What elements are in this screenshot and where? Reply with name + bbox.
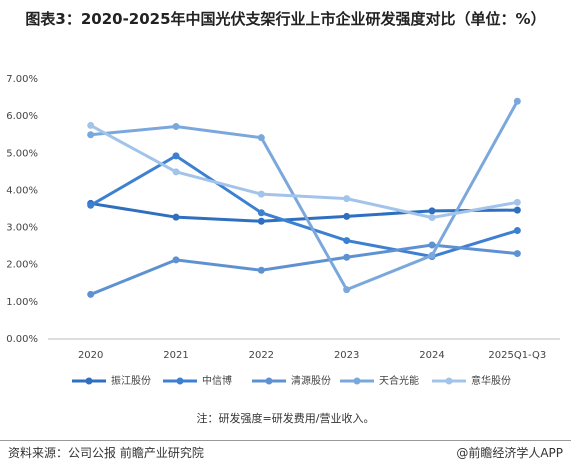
y-tick-label: 5.00% xyxy=(6,148,38,159)
legend-marker xyxy=(445,377,453,385)
series-line xyxy=(89,124,518,220)
y-tick-label: 3.00% xyxy=(6,223,38,234)
legend-label: 意华股份 xyxy=(471,374,511,387)
point xyxy=(513,206,521,214)
y-tick-label: 2.00% xyxy=(6,260,38,271)
legend-label: 中信博 xyxy=(202,374,232,387)
point xyxy=(428,207,436,215)
legend-marker xyxy=(176,377,184,385)
legend-label: 清源股份 xyxy=(291,374,331,387)
point xyxy=(428,251,436,259)
point xyxy=(513,227,521,235)
series-line xyxy=(90,243,518,296)
x-tick-label: 2022 xyxy=(249,350,274,361)
point xyxy=(87,121,95,129)
point xyxy=(343,195,351,203)
point xyxy=(87,131,95,139)
x-tick-label: 2023 xyxy=(334,350,359,361)
point xyxy=(257,209,265,217)
point xyxy=(172,152,180,160)
y-tick-label: 4.00% xyxy=(6,185,38,196)
footer-rule xyxy=(0,440,571,441)
point xyxy=(257,217,265,225)
y-tick-label: 6.00% xyxy=(6,111,38,122)
point xyxy=(513,250,521,258)
legend-marker xyxy=(85,377,93,385)
series-line xyxy=(89,154,518,259)
point xyxy=(428,241,436,249)
x-tick-label: 2025Q1-Q3 xyxy=(488,350,546,361)
credit: @前瞻经济学人APP xyxy=(456,446,563,460)
point xyxy=(257,134,265,142)
point xyxy=(513,198,521,206)
point xyxy=(172,213,180,221)
chart: 0.00% 1.00% 2.00% 3.00% 4.00% 5.00% 6.00% 7.00%… xyxy=(6,74,560,387)
y-tick-label: 1.00% xyxy=(6,297,38,308)
point xyxy=(257,190,265,198)
point xyxy=(172,123,180,131)
x-tick-label: 2021 xyxy=(163,350,188,361)
point xyxy=(87,290,95,298)
series-line xyxy=(90,201,518,223)
point xyxy=(428,214,436,222)
x-tick-label: 2024 xyxy=(419,350,444,361)
legend-label: 振江股份 xyxy=(111,374,151,387)
point xyxy=(343,212,351,220)
point xyxy=(172,256,180,264)
y-tick-label: 0.00% xyxy=(6,334,38,345)
point xyxy=(513,97,521,105)
point xyxy=(172,168,180,176)
point xyxy=(87,201,95,209)
point xyxy=(343,286,351,294)
note: 注：研发强度=研发费用/营业收入。 xyxy=(196,412,375,425)
legend-marker xyxy=(353,377,361,385)
point xyxy=(343,237,351,245)
point xyxy=(343,253,351,261)
chart-title: 图表3：2020-2025年中国光伏支架行业上市企业研发强度对比（单位：%） xyxy=(25,10,546,28)
source: 资料来源：公司公报 前瞻产业研究院 xyxy=(8,446,204,460)
legend-marker xyxy=(265,377,273,385)
point xyxy=(257,266,265,274)
y-tick-label: 7.00% xyxy=(6,74,38,85)
series-line xyxy=(90,100,519,292)
legend-label: 天合光能 xyxy=(379,374,419,387)
x-tick-label: 2020 xyxy=(78,350,103,361)
